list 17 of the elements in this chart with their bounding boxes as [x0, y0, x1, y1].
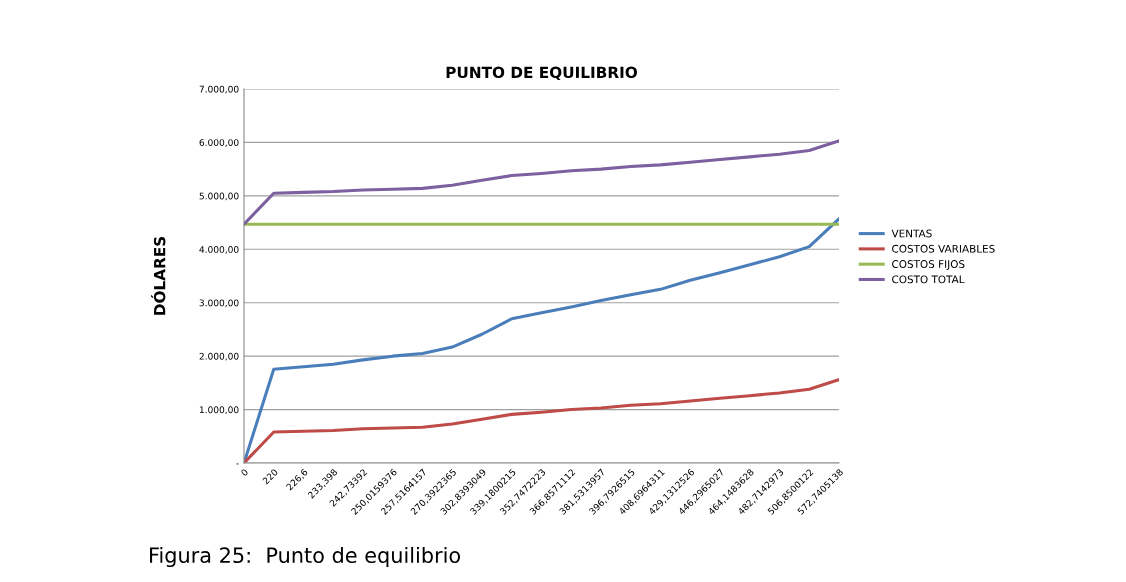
y-tick-label: - — [236, 463, 239, 465]
line-series — [244, 139, 839, 226]
legend-label: VENTAS — [891, 229, 932, 238]
x-tick-label: 0 — [240, 468, 249, 477]
legend-label: COSTOS VARIABLES — [892, 244, 995, 253]
legend-label: COSTOS FIJOS — [892, 260, 965, 270]
y-tick-label: 6.000,00 — [199, 139, 239, 147]
y-tick-label: 7.000,00 — [199, 85, 239, 94]
y-tick-label: 5.000,00 — [199, 192, 239, 201]
y-tick-label: 4.000,00 — [199, 246, 239, 254]
text: Figura 25: Punto de equilibrio — [150, 546, 461, 568]
legend-label: COSTO TOTAL — [892, 275, 965, 284]
chart-title: PUNTO DE EQUILIBRIO — [446, 66, 638, 81]
y-axis-title: DÓLARES — [151, 236, 166, 315]
y-tick-label: 3.000,00 — [199, 299, 239, 308]
y-tick-label: 1.000,00 — [199, 406, 239, 415]
y-tick-label: 2.000,00 — [199, 352, 239, 361]
